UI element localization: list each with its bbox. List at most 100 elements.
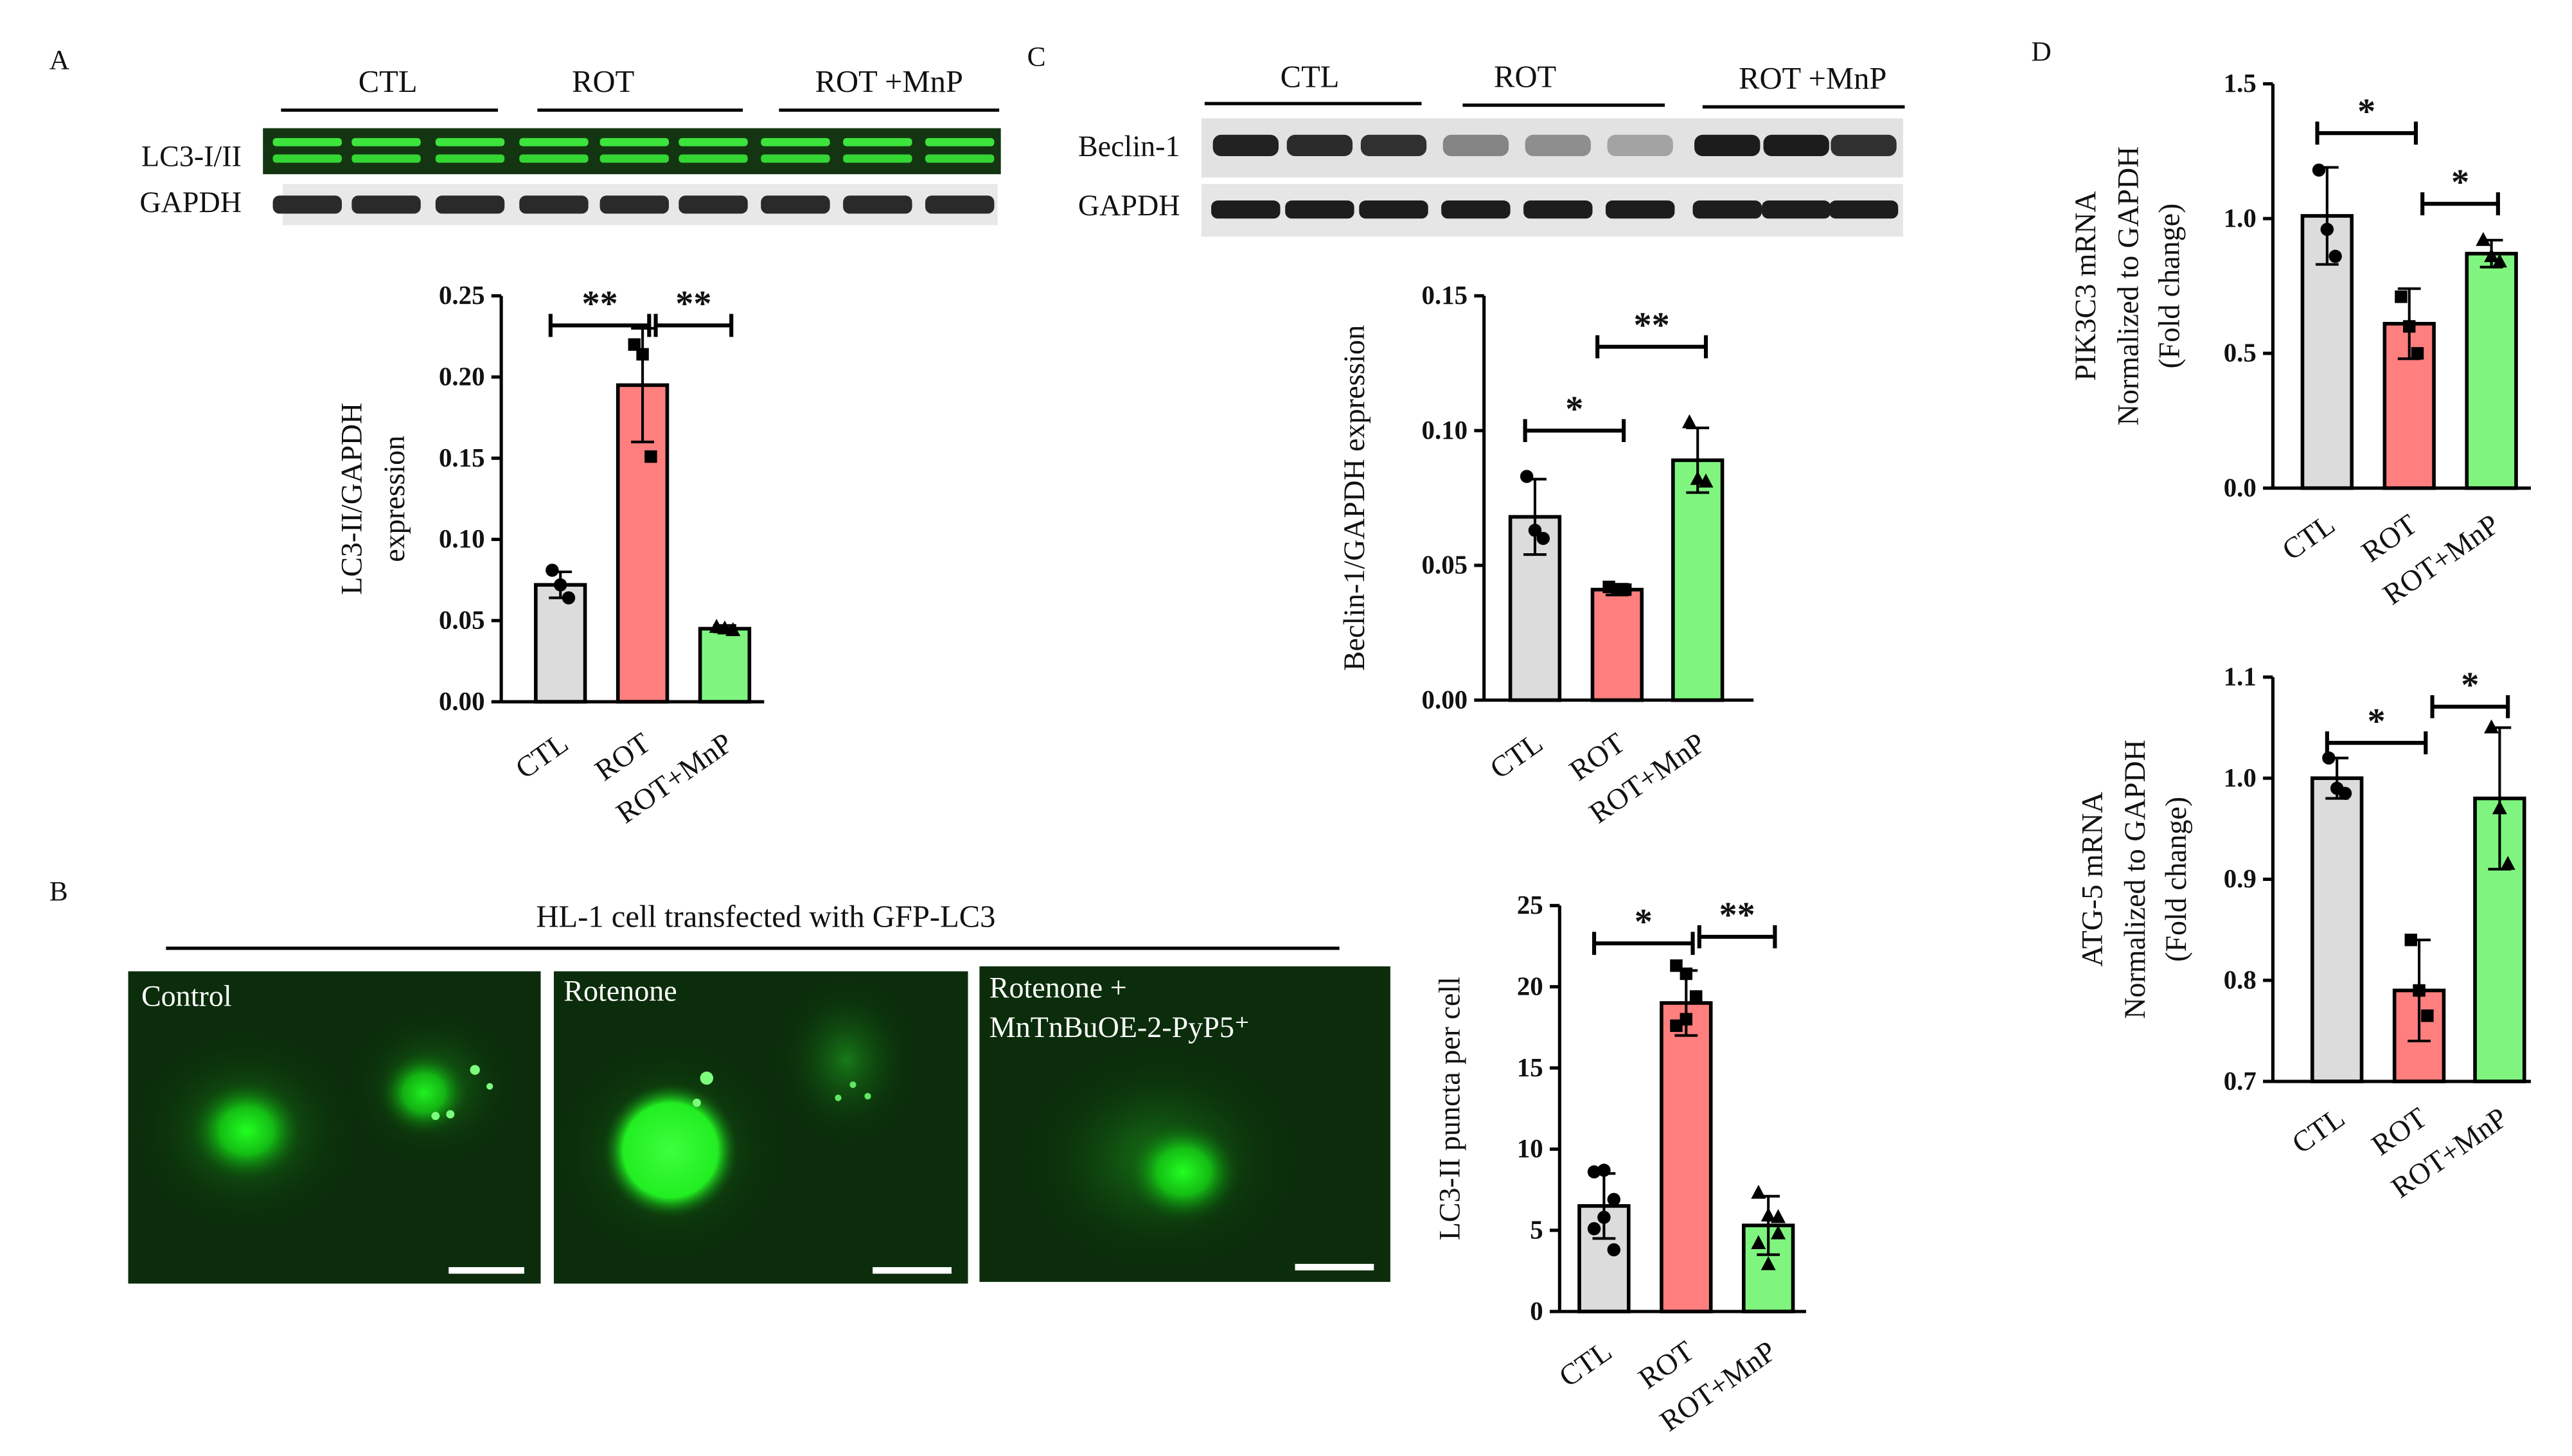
significance-label: ** [675, 284, 711, 324]
panel-c-header-ctl: CTL [1281, 60, 1340, 94]
y-tick-label: 25 [1517, 891, 1543, 919]
data-point [2484, 719, 2499, 734]
y-tick-label: 0 [1530, 1297, 1543, 1326]
panel-a-row-lc3: LC3-I/II [141, 139, 242, 172]
y-tick-label: 1.1 [2224, 662, 2257, 691]
panel-c-blot-headers: CTL ROT ROT +MnP [1204, 60, 1905, 109]
blot-band [1525, 134, 1591, 156]
blot-band [678, 154, 748, 163]
data-point [1698, 474, 1714, 488]
y-axis-label: Beclin-1/GAPDH expression [1338, 325, 1370, 671]
bar-ctl [534, 583, 587, 704]
panel-a-lc3-blot [263, 128, 1001, 175]
data-point [2421, 1009, 2434, 1022]
blot-band [272, 138, 342, 146]
data-point [1619, 583, 1632, 596]
data-point [1680, 967, 1693, 981]
data-point [2492, 800, 2507, 815]
panel-c-row-beclin: Beclin-1 [1078, 130, 1180, 163]
data-point [1520, 470, 1534, 483]
blot-band [272, 154, 342, 163]
data-point [2411, 347, 2424, 360]
significance-label: * [1565, 389, 1583, 429]
blot-band [843, 154, 912, 163]
panel-c-row-gapdh: GAPDH [1078, 189, 1180, 222]
significance-label: ** [581, 284, 617, 324]
data-point [644, 450, 657, 463]
y-tick-label: 5 [1530, 1216, 1543, 1245]
significance-bracket [1592, 932, 1695, 955]
y-tick-label: 0.9 [2224, 864, 2257, 893]
panel-a-header-rotmnp: ROT +MnP [815, 64, 963, 99]
data-point [1771, 1209, 1786, 1223]
y-tick-label: 1.0 [2224, 204, 2257, 233]
blot-band [1829, 200, 1899, 219]
blot-band [351, 195, 421, 214]
y-tick-label: 0.15 [1422, 281, 1468, 310]
blot-band [435, 154, 505, 163]
significance-bracket [1523, 419, 1626, 443]
chart-pik3c3-mrna: 0.0 0.5 1.0 1.5 PIK3C3 mRNA Normalized to GAP… [2069, 69, 2532, 611]
y-tick-label: 0.00 [1422, 685, 1468, 714]
data-point [725, 622, 741, 636]
blot-band [761, 154, 830, 163]
data-point [1607, 1243, 1620, 1257]
blot-band [435, 195, 505, 214]
panel-a-header-ctl: CTL [359, 64, 418, 99]
data-point [2404, 934, 2418, 946]
panel-c-header-rot: ROT [1494, 60, 1556, 94]
bar-ctl [2310, 776, 2364, 1083]
x-category-label: CTL [1553, 1335, 1617, 1394]
panel-b-title: HL-1 cell transfected with GFP-LC3 [536, 900, 995, 934]
data-point [628, 338, 641, 351]
data-point [1670, 959, 1683, 972]
significance-bracket [2315, 121, 2418, 145]
blot-band [678, 138, 748, 146]
blot-band [761, 195, 830, 214]
bar-rot [1590, 587, 1644, 702]
blot-band [678, 195, 748, 214]
blot-band [925, 154, 995, 163]
micrograph-control-label: Control [141, 979, 232, 1012]
significance-label: ** [1633, 305, 1669, 345]
blot-band [519, 154, 589, 163]
blot-band [925, 138, 995, 146]
chart-lc3-ii-gapdh: 0.00 0.05 0.10 0.15 0.20 0.25 LC3-II/GAPDH expr… [335, 281, 765, 830]
significance-bracket [1697, 925, 1777, 948]
y-tick-label: 0.00 [439, 687, 485, 716]
bar-rot [1660, 1001, 1713, 1313]
data-point [1760, 1207, 1776, 1221]
blot-band [599, 138, 670, 146]
data-point [2403, 320, 2416, 333]
x-category-label: CTL [2286, 1101, 2350, 1160]
panel-a-header-rot: ROT [572, 64, 634, 99]
data-point [545, 564, 559, 577]
blot-band [599, 154, 670, 163]
blot-band [351, 154, 421, 163]
y-tick-label: 0.05 [1422, 551, 1468, 580]
data-point [1587, 1222, 1601, 1236]
data-point [1536, 531, 1550, 546]
blot-band [1763, 134, 1829, 156]
bar-rot-mnp [1671, 458, 1725, 702]
blot-band [1442, 134, 1509, 156]
y-tick-label: 0.8 [2224, 966, 2257, 995]
data-point [1751, 1235, 1766, 1249]
panel-c-header-rotmnp: ROT +MnP [1739, 61, 1886, 96]
significance-label: * [2357, 92, 2375, 132]
data-point [1771, 1225, 1786, 1239]
y-axis-label: LC3-II puncta per cell [1433, 977, 1466, 1240]
panel-a-blot-headers: CTL ROT ROT +MnP [281, 64, 1000, 112]
chart-atg-5-mrna: 0.7 0.8 0.9 1.0 1.1 ATG-5 mRNA Normalized to G… [2075, 662, 2532, 1204]
data-point [2413, 984, 2426, 997]
y-tick-label: 0.10 [1422, 416, 1468, 445]
panel-c-letter: C [1027, 41, 1046, 72]
blot-band [351, 138, 421, 146]
data-point [2484, 248, 2499, 262]
blot-band [1761, 200, 1831, 219]
y-tick-label: 0.05 [439, 606, 485, 635]
data-point [2320, 222, 2334, 236]
significance-bracket [1595, 335, 1708, 359]
